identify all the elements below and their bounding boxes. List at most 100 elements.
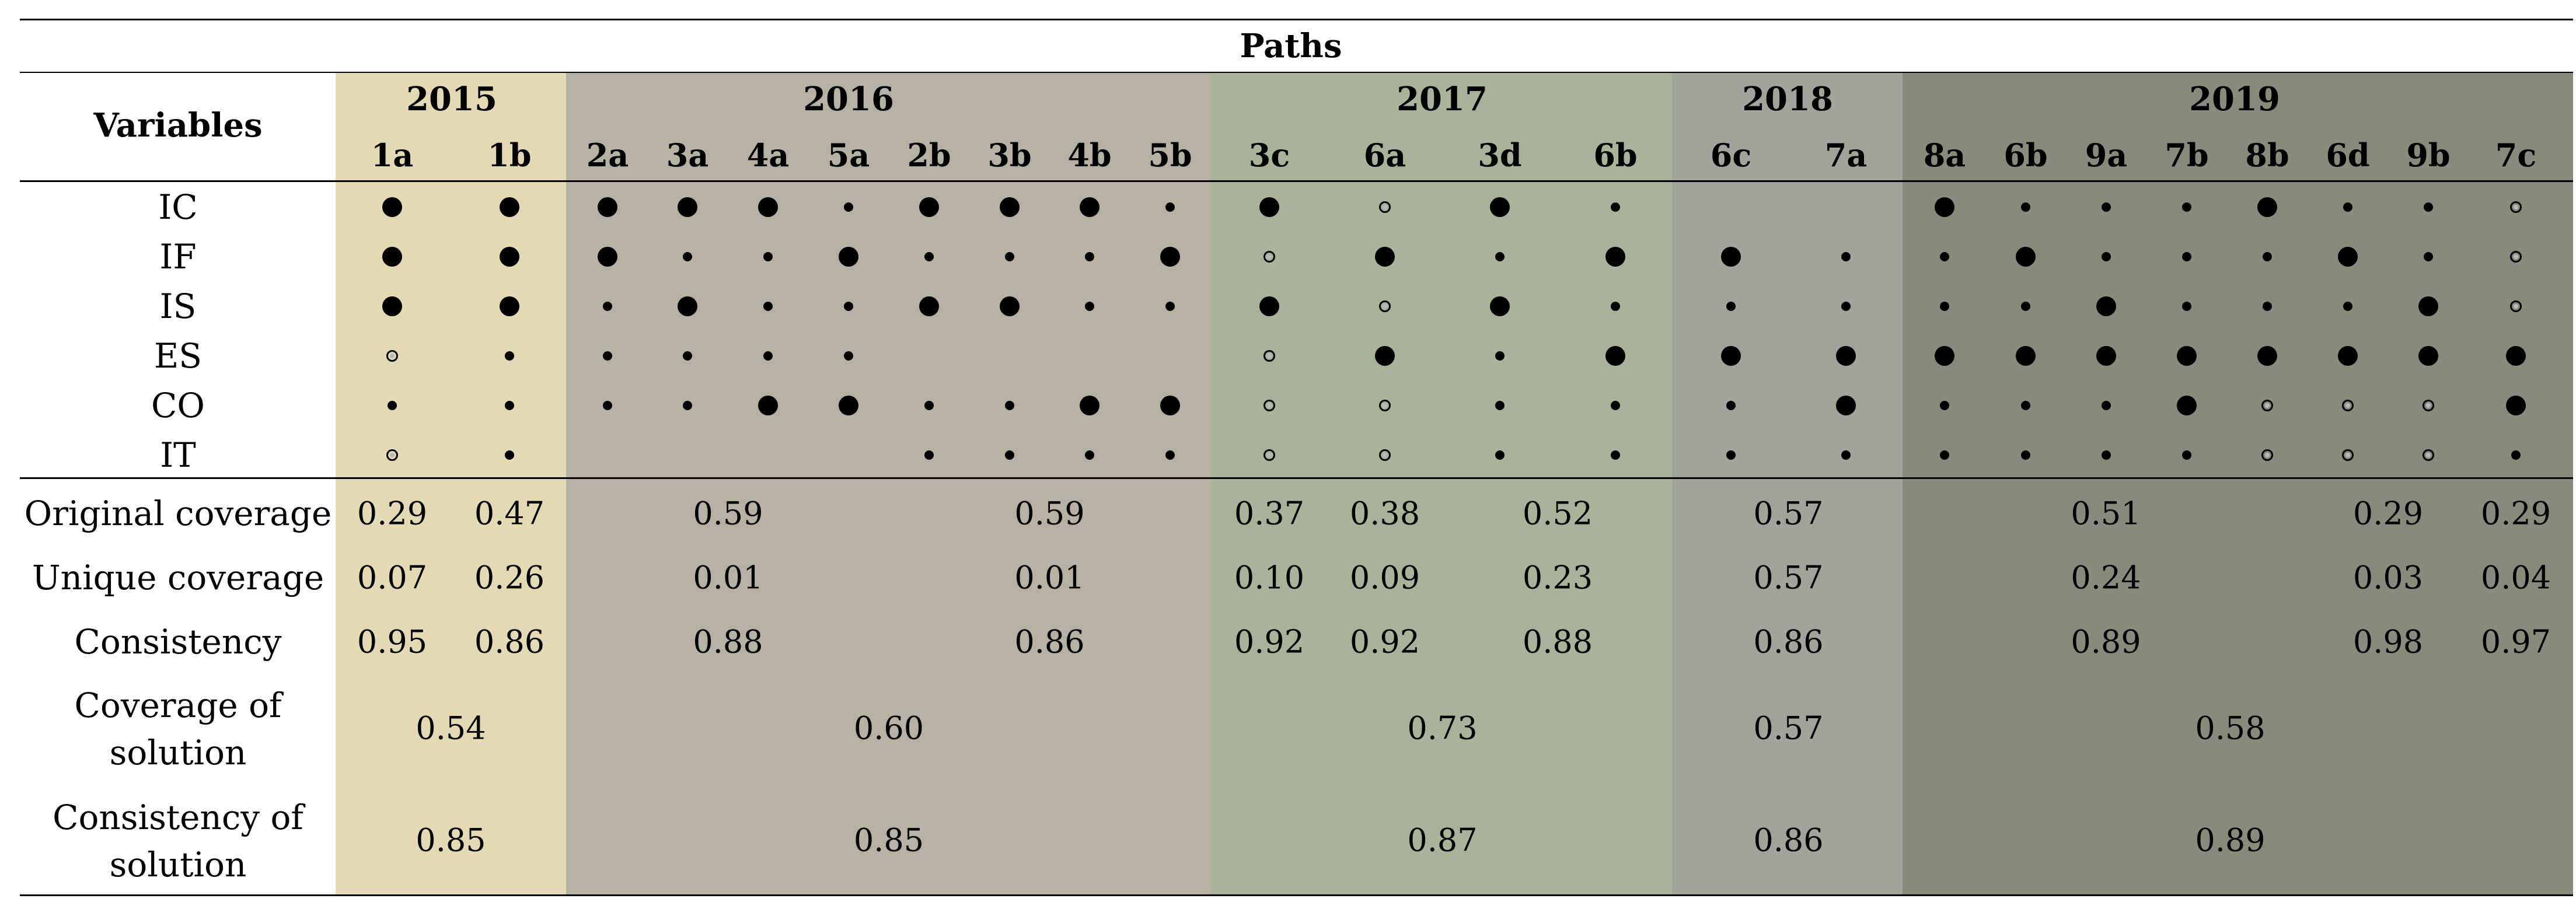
core-present-mark xyxy=(758,197,778,217)
peripheral-present-mark xyxy=(2021,302,2030,311)
peripheral-present-mark xyxy=(2021,401,2030,410)
path-header: 9b xyxy=(2406,137,2451,174)
body-rule xyxy=(20,477,2573,479)
core-present-mark xyxy=(1080,396,1099,415)
core-present-mark xyxy=(2016,247,2036,267)
peripheral-present-mark xyxy=(2182,302,2191,311)
path-header: 6b xyxy=(1593,137,1638,174)
absent-mark xyxy=(2261,400,2273,411)
absent-mark xyxy=(2342,400,2354,411)
core-present-mark xyxy=(382,247,402,267)
peripheral-present-mark xyxy=(1005,252,1014,261)
band-2019 xyxy=(1903,73,2573,895)
peripheral-present-mark xyxy=(603,401,612,410)
core-present-mark xyxy=(678,296,697,316)
absent-mark xyxy=(1379,449,1391,461)
peripheral-present-mark xyxy=(1085,450,1094,460)
core-present-mark xyxy=(1721,247,1741,267)
peripheral-present-mark xyxy=(1495,401,1505,410)
solution-value: 0.86 xyxy=(1753,821,1824,859)
solution-label-line2: solution xyxy=(109,845,247,884)
stat-value: 0.57 xyxy=(1753,495,1824,532)
path-header: 1a xyxy=(371,137,414,174)
stat-value: 0.52 xyxy=(1522,495,1593,532)
core-present-mark xyxy=(919,197,939,217)
core-present-mark xyxy=(2016,346,2036,366)
band-2016 xyxy=(566,73,1211,895)
path-header: 3d xyxy=(1478,137,1522,174)
peripheral-present-mark xyxy=(1940,401,1949,410)
path-header: 3c xyxy=(1248,137,1290,174)
peripheral-present-mark xyxy=(1841,302,1851,311)
peripheral-present-mark xyxy=(1085,252,1094,261)
stat-value: 0.01 xyxy=(1014,559,1085,596)
absent-mark xyxy=(1263,350,1275,362)
peripheral-present-mark xyxy=(1165,302,1175,311)
stat-value: 0.37 xyxy=(1234,495,1305,532)
peripheral-present-mark xyxy=(2424,252,2433,261)
peripheral-present-mark xyxy=(1005,401,1014,410)
variable-label: IS xyxy=(159,286,197,326)
core-present-mark xyxy=(500,296,519,316)
core-present-mark xyxy=(2506,346,2526,366)
title-rule xyxy=(20,72,2573,73)
peripheral-present-mark xyxy=(2263,252,2272,261)
stat-value: 0.29 xyxy=(2480,495,2551,532)
core-present-mark xyxy=(2257,346,2277,366)
stat-value: 0.01 xyxy=(693,559,763,596)
absent-mark xyxy=(1379,400,1391,411)
peripheral-present-mark xyxy=(1611,401,1620,410)
peripheral-present-mark xyxy=(505,401,514,410)
peripheral-present-mark xyxy=(2102,450,2111,460)
solution-label-line2: solution xyxy=(109,733,247,772)
core-present-mark xyxy=(1490,296,1510,316)
stat-value: 0.57 xyxy=(1753,559,1824,596)
core-present-mark xyxy=(919,296,939,316)
path-header: 8b xyxy=(2245,137,2289,174)
band-2017 xyxy=(1211,73,1672,895)
top-rule xyxy=(20,19,2573,20)
solution-value: 0.73 xyxy=(1407,709,1478,747)
variables-header: Variables xyxy=(93,106,263,145)
peripheral-present-mark xyxy=(1940,252,1949,261)
core-present-mark xyxy=(1000,197,1020,217)
peripheral-present-mark xyxy=(683,401,692,410)
stat-value: 0.03 xyxy=(2352,559,2424,596)
core-present-mark xyxy=(1935,346,1954,366)
peripheral-present-mark xyxy=(844,202,853,212)
peripheral-present-mark xyxy=(844,351,853,361)
absent-mark xyxy=(2510,201,2522,213)
absent-mark xyxy=(2510,251,2522,263)
stat-value: 0.89 xyxy=(2071,623,2141,660)
stat-value: 0.51 xyxy=(2071,495,2141,532)
variable-label: IC xyxy=(158,187,198,227)
solution-value: 0.89 xyxy=(2195,821,2266,859)
stat-value: 0.59 xyxy=(1014,495,1085,532)
peripheral-present-mark xyxy=(763,302,773,311)
absent-mark xyxy=(1263,400,1275,411)
path-header: 7c xyxy=(2495,137,2537,174)
path-header: 5b xyxy=(1148,137,1192,174)
year-header: 2016 xyxy=(803,80,894,118)
solution-value: 0.60 xyxy=(853,709,924,747)
stat-value: 0.23 xyxy=(1522,559,1593,596)
core-present-mark xyxy=(500,197,519,217)
peripheral-present-mark xyxy=(603,302,612,311)
stat-label: Original coverage xyxy=(24,494,332,533)
solution-value: 0.85 xyxy=(416,821,486,859)
peripheral-present-mark xyxy=(2021,202,2030,212)
stat-value: 0.04 xyxy=(2480,559,2551,596)
solution-value: 0.58 xyxy=(2195,709,2266,747)
peripheral-present-mark xyxy=(1726,450,1736,460)
stat-value: 0.98 xyxy=(2352,623,2424,660)
stat-value: 0.88 xyxy=(1522,623,1593,660)
peripheral-present-mark xyxy=(1726,401,1736,410)
peripheral-present-mark xyxy=(1495,351,1505,361)
core-present-mark xyxy=(382,197,402,217)
path-header: 6d xyxy=(2326,137,2370,174)
solution-label-line1: Consistency of xyxy=(53,798,303,837)
core-present-mark xyxy=(1000,296,1020,316)
peripheral-present-mark xyxy=(2102,202,2111,212)
peripheral-present-mark xyxy=(924,401,934,410)
core-present-mark xyxy=(1605,247,1625,267)
